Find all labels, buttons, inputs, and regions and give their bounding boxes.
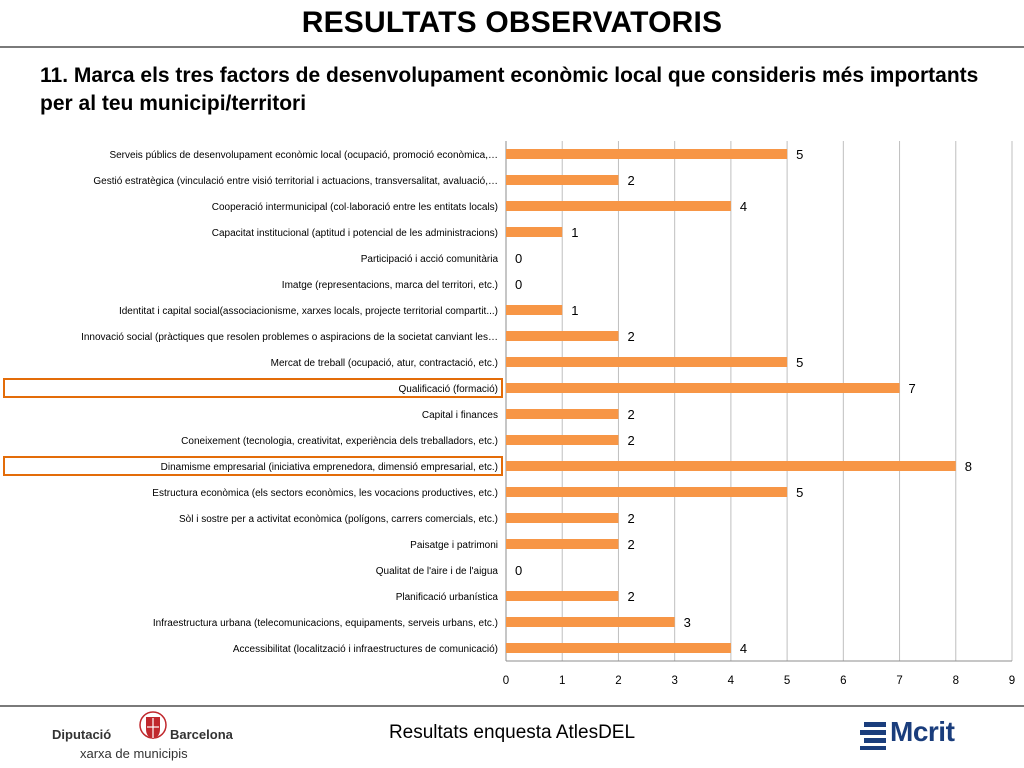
bar <box>506 591 619 601</box>
x-tick-label: 0 <box>503 675 509 687</box>
category-label: Participació i acció comunitària <box>361 254 499 265</box>
category-label: Capacitat institucional (aptitud i poten… <box>212 228 498 239</box>
category-label: Paisatge i patrimoni <box>410 540 498 551</box>
x-tick-label: 7 <box>896 675 902 687</box>
category-label: Dinamisme empresarial (iniciativa empren… <box>161 462 498 473</box>
diputacio-barcelona-logo: Diputació Barcelona xarxa de municipis <box>52 710 233 765</box>
category-label: Qualificació (formació) <box>399 384 498 395</box>
category-label: Coneixement (tecnologia, creativitat, ex… <box>181 436 498 447</box>
bar <box>506 435 619 445</box>
bar <box>506 149 788 159</box>
category-label: Accessibilitat (localització i infraestr… <box>233 644 498 655</box>
data-label: 4 <box>740 641 747 656</box>
data-label: 2 <box>627 537 634 552</box>
mcrit-wordmark: Mcrit <box>890 716 955 747</box>
category-label: Estructura econòmica (els sectors econòm… <box>152 488 498 499</box>
data-label: 0 <box>515 251 522 266</box>
bar <box>506 539 619 549</box>
highlight-box <box>3 456 503 476</box>
category-label: Gestió estratègica (vinculació entre vis… <box>93 176 498 187</box>
data-label: 5 <box>796 485 803 500</box>
logo-subtitle: xarxa de municipis <box>80 746 188 761</box>
x-tick-label: 6 <box>840 675 846 687</box>
category-label: Identitat i capital social(associacionis… <box>119 306 498 317</box>
footer-divider <box>0 705 1024 707</box>
x-tick-label: 4 <box>728 675 735 687</box>
category-label: Imatge (representacions, marca del terri… <box>282 280 498 291</box>
data-label: 5 <box>796 355 803 370</box>
bar <box>506 383 900 393</box>
category-label: Planificació urbanística <box>396 592 499 603</box>
data-label: 2 <box>627 173 634 188</box>
x-tick-label: 2 <box>615 675 621 687</box>
question-text: 11. Marca els tres factors de desenvolup… <box>40 64 979 115</box>
bar <box>506 227 563 237</box>
bar <box>506 461 956 471</box>
data-label: 1 <box>571 303 578 318</box>
bar-chart: 0 1 2 3 4 5 6 7 8 9 Serveis públics de desenvolupa… <box>3 141 1015 687</box>
page-title: RESULTATS OBSERVATORIS <box>301 6 723 39</box>
x-tick-label: 1 <box>559 675 565 687</box>
category-label: Capital i finances <box>422 410 498 421</box>
x-tick-label: 3 <box>671 675 677 687</box>
bar <box>506 331 619 341</box>
footer-caption: Resultats enquesta AtlesDEL <box>388 722 636 743</box>
bar <box>506 617 675 627</box>
x-tick-label: 9 <box>1009 675 1015 687</box>
category-label: Innovació social (pràctiques que resolen… <box>81 332 498 343</box>
data-label: 1 <box>571 225 578 240</box>
category-label: Qualitat de l'aire i de l'aigua <box>376 566 499 577</box>
bar <box>506 357 788 367</box>
bar <box>506 513 619 523</box>
data-label: 0 <box>515 563 522 578</box>
data-label: 2 <box>627 511 634 526</box>
x-tick-label: 5 <box>784 675 790 687</box>
category-label: Serveis públics de desenvolupament econò… <box>109 150 498 161</box>
mcrit-logo: Mcrit <box>858 716 978 752</box>
bar <box>506 175 619 185</box>
data-label: 8 <box>965 459 972 474</box>
logo-word-diputacio: Diputació <box>52 727 112 742</box>
logo-word-barcelona: Barcelona <box>170 727 233 742</box>
data-label: 2 <box>627 433 634 448</box>
mcrit-arrows-icon <box>860 722 886 750</box>
bar <box>506 487 788 497</box>
data-label: 4 <box>740 199 747 214</box>
category-label: Infraestructura urbana (telecomunicacion… <box>153 618 498 629</box>
category-label: Sòl i sostre per a activitat econòmica (… <box>179 514 498 525</box>
bar <box>506 201 731 211</box>
data-label: 0 <box>515 277 522 292</box>
bar <box>506 409 619 419</box>
coat-of-arms-icon <box>139 711 167 739</box>
data-label: 2 <box>627 329 634 344</box>
header-divider <box>0 46 1024 48</box>
data-label: 5 <box>796 147 803 162</box>
highlight-box <box>3 378 503 398</box>
data-label: 3 <box>684 615 691 630</box>
bar <box>506 643 731 653</box>
x-tick-label: 8 <box>953 675 959 687</box>
bar <box>506 305 563 315</box>
category-label: Mercat de treball (ocupació, atur, contr… <box>271 358 498 369</box>
data-label: 2 <box>627 407 634 422</box>
data-label: 2 <box>627 589 634 604</box>
category-label: Cooperació intermunicipal (col·laboració… <box>212 202 498 213</box>
data-label: 7 <box>909 381 916 396</box>
